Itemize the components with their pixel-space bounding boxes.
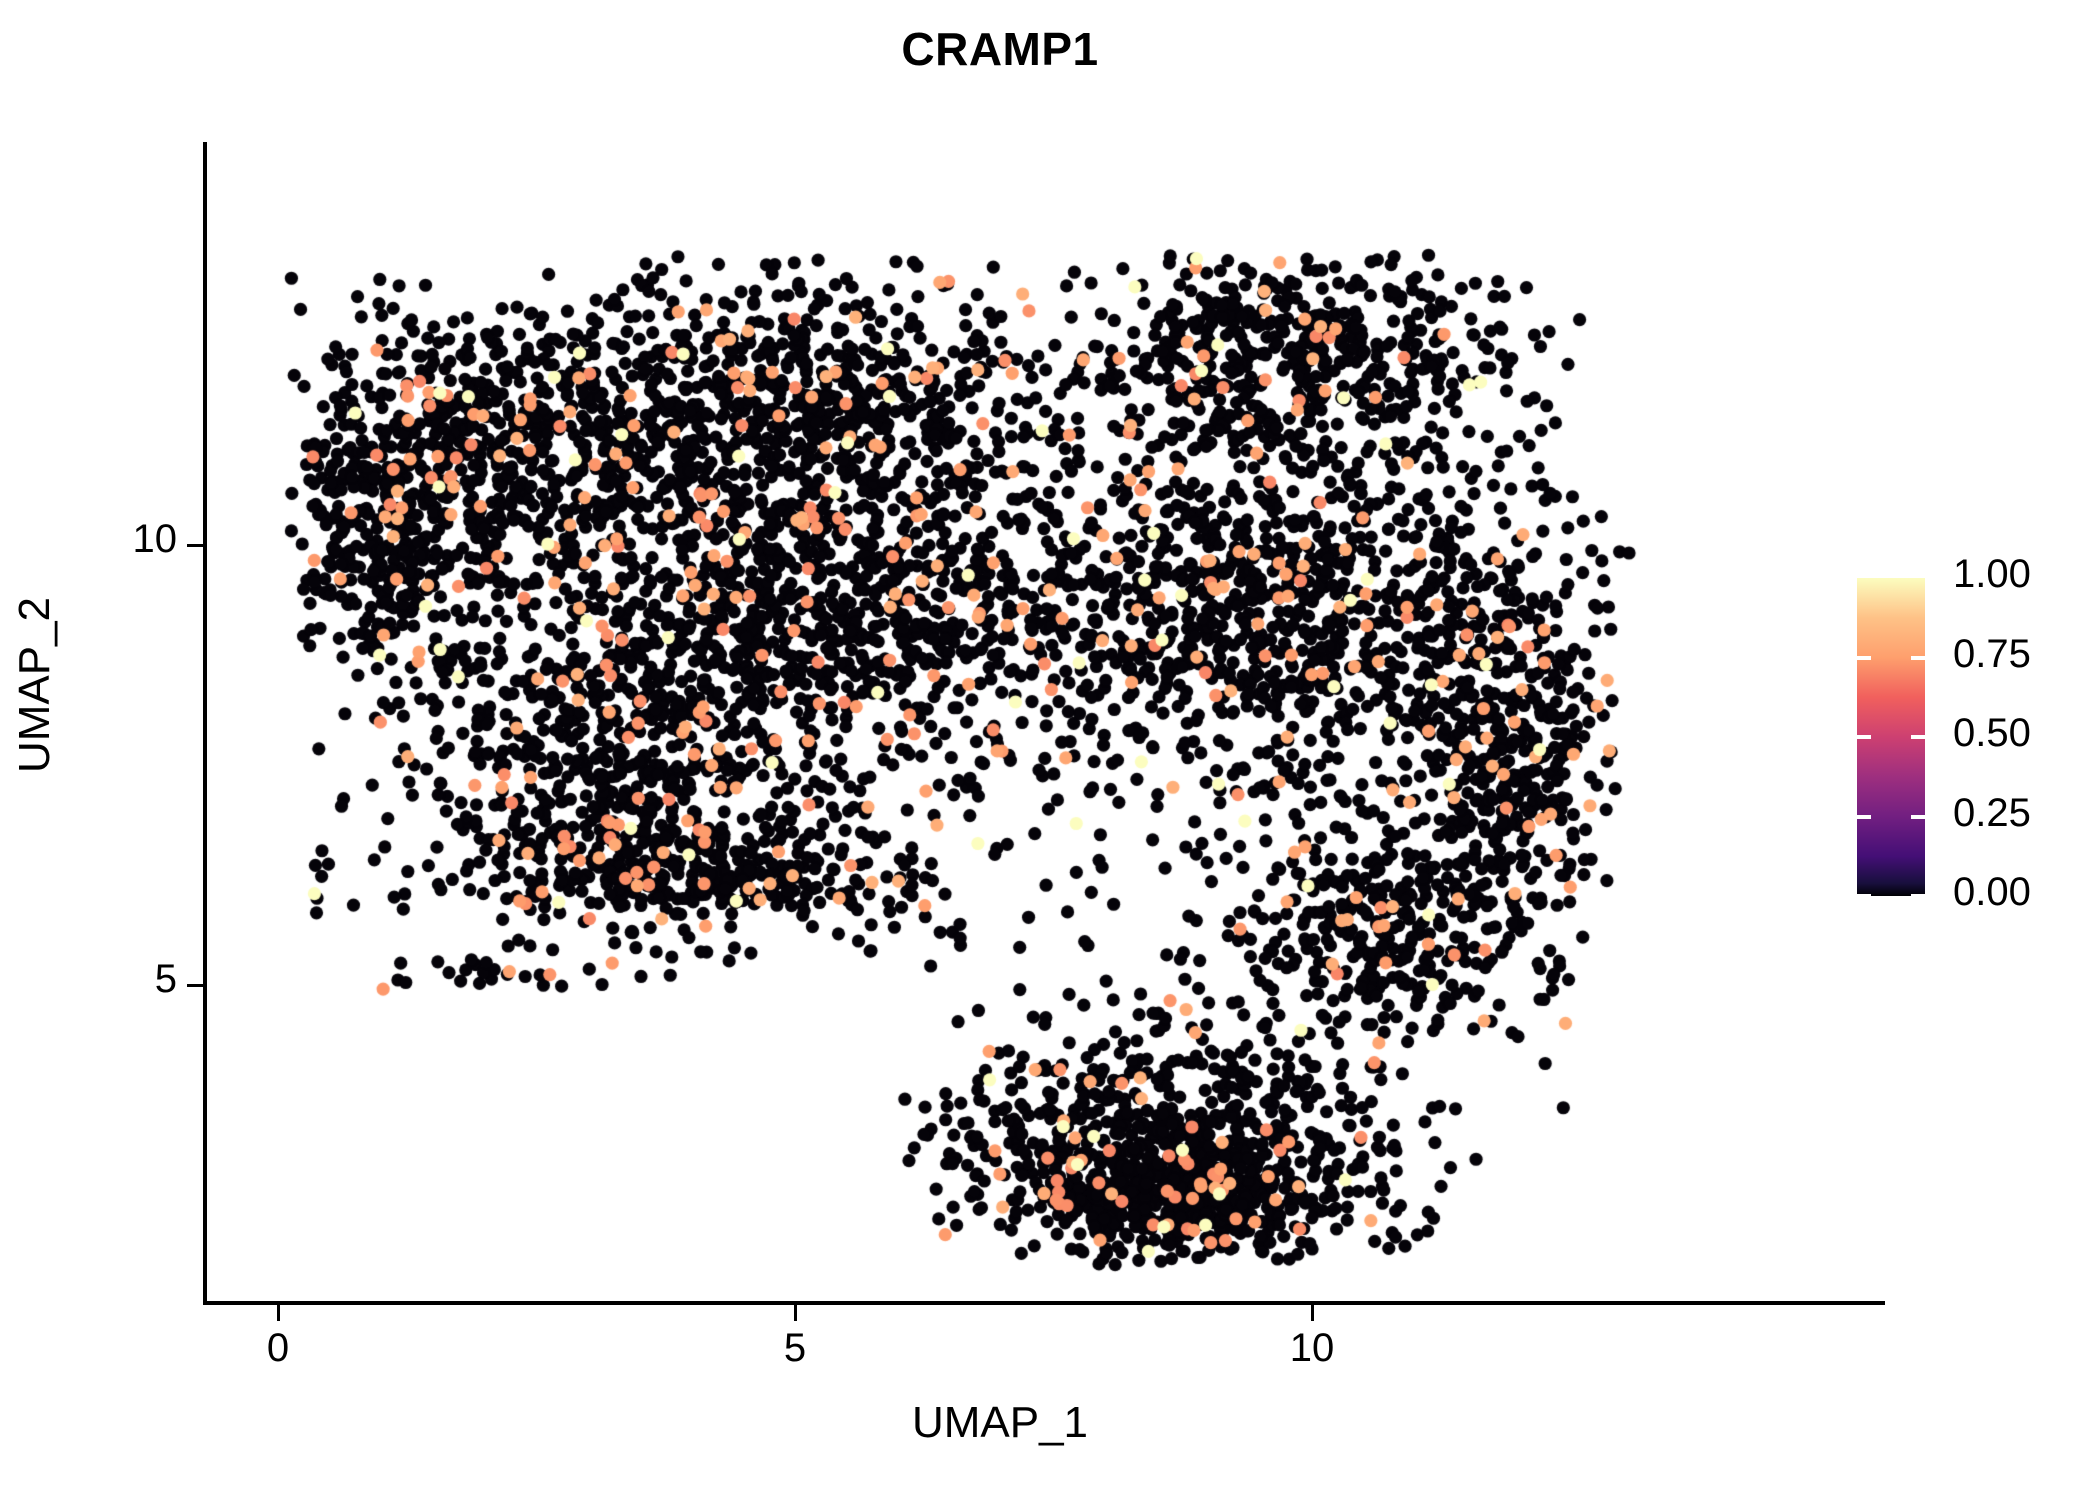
y-tick-label: 5 [154, 957, 177, 1001]
colorbar-tick-mark [1911, 735, 1925, 739]
colorbar-tick-mark [1857, 894, 1871, 898]
x-tick-label: 5 [783, 1326, 807, 1370]
x-tick-mark [1311, 1305, 1314, 1321]
y-axis-ticks: 10 5 [47, 0, 178, 1500]
colorbar-legend: 1.00 0.75 0.50 0.25 0.00 [1857, 552, 2031, 914]
colorbar-tick-mark [1857, 655, 1871, 660]
x-tick-label: 10 [1289, 1326, 1335, 1370]
y-tick-label: 10 [132, 517, 178, 561]
x-axis-title: UMAP_1 [911, 1398, 1089, 1447]
colorbar-tick-mark [1911, 814, 1925, 819]
x-tick-mark [277, 1305, 280, 1321]
y-axis-title: UMAP_2 [10, 596, 59, 774]
x-tick-mark [794, 1305, 797, 1321]
y-tick-mark [187, 984, 203, 987]
colorbar-gradient [1857, 578, 1925, 898]
x-tick-label: 0 [266, 1326, 290, 1370]
colorbar-label: 0.50 [1953, 711, 2031, 755]
colorbar-label: 0.00 [1953, 870, 2031, 914]
page-title: CRAMP1 [901, 23, 1099, 75]
x-axis-line [203, 1301, 1885, 1305]
colorbar-label: 1.00 [1953, 552, 2031, 596]
colorbar-label: 0.25 [1953, 790, 2031, 835]
colorbar-tick-mark [1857, 814, 1871, 819]
plot-panel [205, 142, 1885, 1303]
scatter-points-canvas [205, 142, 1885, 1303]
y-tick-mark [187, 544, 203, 547]
y-axis-line [203, 142, 207, 1305]
colorbar-tick-mark [1911, 894, 1925, 898]
colorbar-tick-mark [1857, 735, 1871, 739]
colorbar-tick-mark [1911, 655, 1925, 660]
colorbar-label: 0.75 [1953, 631, 2031, 676]
